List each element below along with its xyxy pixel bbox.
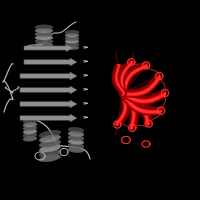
Ellipse shape	[39, 149, 61, 157]
Ellipse shape	[23, 136, 37, 141]
Ellipse shape	[35, 42, 53, 47]
Ellipse shape	[35, 25, 53, 30]
Ellipse shape	[39, 130, 61, 138]
FancyArrow shape	[20, 86, 77, 94]
Ellipse shape	[35, 28, 53, 33]
Ellipse shape	[23, 119, 37, 124]
Ellipse shape	[68, 131, 84, 137]
Ellipse shape	[68, 143, 84, 149]
Ellipse shape	[65, 43, 79, 47]
Ellipse shape	[65, 46, 79, 50]
Ellipse shape	[65, 33, 79, 37]
FancyArrow shape	[20, 72, 77, 80]
Ellipse shape	[68, 147, 84, 153]
Ellipse shape	[35, 35, 53, 40]
Ellipse shape	[39, 154, 61, 162]
Ellipse shape	[68, 135, 84, 141]
Ellipse shape	[23, 122, 37, 127]
Ellipse shape	[39, 135, 61, 143]
Ellipse shape	[39, 140, 61, 147]
Ellipse shape	[65, 36, 79, 41]
Ellipse shape	[39, 145, 61, 152]
Ellipse shape	[68, 139, 84, 145]
FancyArrow shape	[24, 58, 77, 66]
Ellipse shape	[68, 127, 84, 133]
FancyArrow shape	[24, 44, 73, 52]
Ellipse shape	[65, 30, 79, 34]
FancyArrow shape	[20, 100, 77, 108]
FancyArrow shape	[20, 114, 77, 122]
Ellipse shape	[23, 133, 37, 138]
Ellipse shape	[23, 126, 37, 131]
Ellipse shape	[35, 39, 53, 44]
Ellipse shape	[65, 39, 79, 44]
Ellipse shape	[23, 129, 37, 134]
Ellipse shape	[35, 32, 53, 37]
